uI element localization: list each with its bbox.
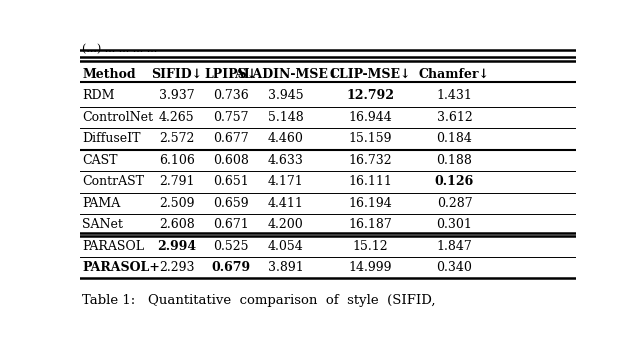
Text: 16.732: 16.732	[348, 154, 392, 167]
Text: 3.612: 3.612	[436, 111, 472, 124]
Text: 14.999: 14.999	[348, 261, 392, 274]
Text: 0.736: 0.736	[213, 89, 249, 103]
Text: 16.944: 16.944	[348, 111, 392, 124]
Text: 0.659: 0.659	[214, 197, 249, 210]
Text: 2.791: 2.791	[159, 176, 195, 188]
Text: PAMA: PAMA	[83, 197, 121, 210]
Text: PARASOL: PARASOL	[83, 240, 145, 253]
Text: 0.671: 0.671	[213, 218, 249, 231]
Text: ContrAST: ContrAST	[83, 176, 145, 188]
Text: 4.054: 4.054	[268, 240, 304, 253]
Text: 0.525: 0.525	[214, 240, 249, 253]
Text: 0.677: 0.677	[214, 132, 249, 145]
Text: 4.200: 4.200	[268, 218, 304, 231]
Text: 0.301: 0.301	[436, 218, 472, 231]
Text: RDM: RDM	[83, 89, 115, 103]
Text: Chamfer↓: Chamfer↓	[419, 68, 490, 81]
Text: 3.891: 3.891	[268, 261, 304, 274]
Text: 0.188: 0.188	[436, 154, 472, 167]
Text: 0.126: 0.126	[435, 176, 474, 188]
Text: 4.633: 4.633	[268, 154, 304, 167]
Text: 15.159: 15.159	[348, 132, 392, 145]
Text: 0.679: 0.679	[212, 261, 251, 274]
Text: 1.431: 1.431	[436, 89, 472, 103]
Text: 2.608: 2.608	[159, 218, 195, 231]
Text: 16.194: 16.194	[348, 197, 392, 210]
Text: (...) ... ... ... ...: (...) ... ... ... ...	[83, 44, 157, 54]
Text: 2.293: 2.293	[159, 261, 195, 274]
Text: CAST: CAST	[83, 154, 118, 167]
Text: ControlNet: ControlNet	[83, 111, 154, 124]
Text: SANet: SANet	[83, 218, 124, 231]
Text: CLIP-MSE↓: CLIP-MSE↓	[330, 68, 411, 81]
Text: LPIPS↓: LPIPS↓	[205, 68, 258, 81]
Text: SIFID↓: SIFID↓	[151, 68, 202, 81]
Text: 0.651: 0.651	[213, 176, 249, 188]
Text: 0.184: 0.184	[436, 132, 472, 145]
Text: 0.340: 0.340	[436, 261, 472, 274]
Text: 3.937: 3.937	[159, 89, 195, 103]
Text: Table 1:   Quantitative  comparison  of  style  (SIFID,: Table 1: Quantitative comparison of styl…	[83, 294, 436, 307]
Text: 2.994: 2.994	[157, 240, 196, 253]
Text: DiffuseIT: DiffuseIT	[83, 132, 141, 145]
Text: 5.148: 5.148	[268, 111, 304, 124]
Text: 6.106: 6.106	[159, 154, 195, 167]
Text: PARASOL+: PARASOL+	[83, 261, 161, 274]
Text: 4.171: 4.171	[268, 176, 304, 188]
Text: 15.12: 15.12	[353, 240, 388, 253]
Text: 12.792: 12.792	[346, 89, 394, 103]
Text: 0.608: 0.608	[213, 154, 249, 167]
Text: 0.287: 0.287	[436, 197, 472, 210]
Text: 0.757: 0.757	[214, 111, 249, 124]
Text: 16.111: 16.111	[348, 176, 392, 188]
Text: 4.411: 4.411	[268, 197, 304, 210]
Text: 1.847: 1.847	[436, 240, 472, 253]
Text: 2.509: 2.509	[159, 197, 195, 210]
Text: 3.945: 3.945	[268, 89, 303, 103]
Text: 4.265: 4.265	[159, 111, 195, 124]
Text: ALADIN-MSE↓: ALADIN-MSE↓	[234, 68, 338, 81]
Text: Method: Method	[83, 68, 136, 81]
Text: 4.460: 4.460	[268, 132, 304, 145]
Text: 2.572: 2.572	[159, 132, 195, 145]
Text: 16.187: 16.187	[348, 218, 392, 231]
